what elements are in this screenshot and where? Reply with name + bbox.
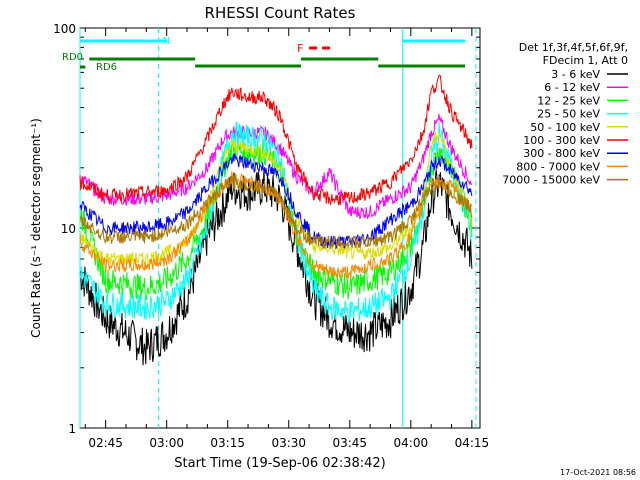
footer-timestamp: 17-Oct-2021 08:56 xyxy=(560,468,636,477)
legend-label: 100 - 300 keV xyxy=(523,134,600,147)
y-axis: 1 10 100 xyxy=(53,22,480,436)
x-tick-label: 03:15 xyxy=(210,436,245,450)
x-tick-label: 03:45 xyxy=(332,436,367,450)
series-line-8 xyxy=(79,175,473,250)
legend-label: 7000 - 15000 keV xyxy=(502,174,600,187)
legend-label: 50 - 100 keV xyxy=(530,121,600,134)
decimation-label: RD6 xyxy=(96,62,117,73)
series-line-5 xyxy=(79,74,473,206)
legend-header-line-2: FDecim 1, Att 0 xyxy=(543,54,628,67)
series-line-7 xyxy=(79,171,473,279)
series-line-1 xyxy=(79,113,473,220)
x-tick-label: 04:15 xyxy=(455,436,490,450)
x-tick-label: 03:30 xyxy=(271,436,306,450)
y-tick-label: 1 xyxy=(68,422,76,436)
legend-label: 25 - 50 keV xyxy=(537,108,600,121)
x-tick-label: 02:45 xyxy=(88,436,123,450)
x-tick-label: 03:00 xyxy=(149,436,184,450)
decimation-label: RD0 xyxy=(62,52,83,63)
legend-label: 12 - 25 keV xyxy=(537,94,600,107)
series-lines xyxy=(79,74,473,366)
night-marker-label: N xyxy=(163,36,170,47)
x-axis: 02:45 03:00 03:15 03:30 03:45 04:00 04:15 xyxy=(84,28,490,450)
legend-label: 3 - 6 keV xyxy=(551,68,600,81)
y-axis-label: Count Rate (s⁻¹ detector segment⁻¹) xyxy=(29,118,43,338)
y-tick-label: 10 xyxy=(61,222,76,236)
legend-label: 800 - 7000 keV xyxy=(516,160,600,173)
y-tick-label: 100 xyxy=(53,22,76,36)
x-axis-label: Start Time (19-Sep-06 02:38:42) xyxy=(174,456,385,471)
legend-label: 6 - 12 keV xyxy=(544,81,600,94)
legend-label: 300 - 800 keV xyxy=(523,147,600,160)
flare-marker-label: F xyxy=(297,42,303,55)
chart-title: RHESSI Count Rates xyxy=(205,4,356,22)
legend-header-line-1: Det 1f,3f,4f,5f,6f,9f, xyxy=(519,41,628,54)
legend: Det 1f,3f,4f,5f,6f,9f, FDecim 1, Att 0 3… xyxy=(502,41,628,187)
x-tick-label: 04:00 xyxy=(394,436,429,450)
